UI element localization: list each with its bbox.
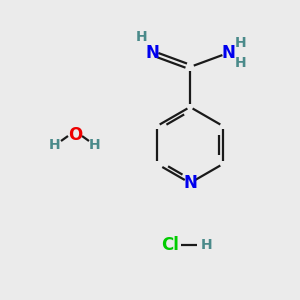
Text: N: N [145, 44, 159, 62]
Text: N: N [183, 174, 197, 192]
Text: H: H [89, 138, 101, 152]
Text: H: H [235, 36, 247, 50]
Text: H: H [49, 138, 61, 152]
Text: H: H [235, 56, 247, 70]
Text: Cl: Cl [161, 236, 179, 254]
Text: N: N [221, 44, 235, 62]
Text: H: H [201, 238, 213, 252]
Text: O: O [68, 126, 82, 144]
Text: H: H [136, 30, 148, 44]
